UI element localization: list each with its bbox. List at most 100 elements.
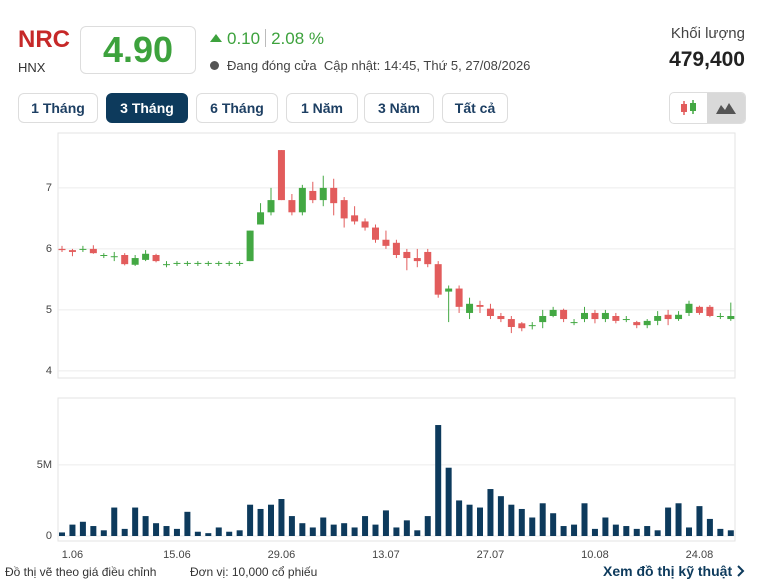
y-tick-label: 0 [46,530,52,542]
volume-bar [372,524,379,536]
volume-bar [623,526,630,536]
candle-body [392,242,400,255]
candle-body [183,262,191,264]
volume-bar [330,524,337,536]
candle-body [100,255,108,256]
active-bg [707,93,745,123]
candle-body [591,312,599,320]
candle-body [466,303,474,313]
candle-body [455,288,463,307]
status-text: Đang đóng cửa [227,58,317,73]
volume-bar [644,526,651,536]
range-tab[interactable]: Tất cả [442,93,508,123]
volume-bar [591,528,598,536]
volume-bar [278,499,285,536]
volume-bar [341,523,348,536]
x-tick-label: 29.06 [268,549,296,561]
chevron [737,565,745,577]
volume-bar [550,513,557,536]
candle-body [633,322,641,326]
candle-body [68,250,76,252]
candle-body [340,200,348,219]
up-arrow [210,34,222,42]
x-tick-label: 27.07 [477,549,505,561]
volume-bar [466,504,473,536]
volume-bar [142,516,149,536]
volume-bar [320,517,327,536]
candle-body [549,309,557,316]
candle-body [654,316,662,321]
candle-body [445,288,453,292]
volume-bar [226,531,233,536]
candle-body [246,230,254,262]
x-tick-label: 15.06 [163,549,191,561]
technical-chart-link[interactable]: Xem đồ thị kỹ thuật [603,563,745,579]
candle-body [434,264,442,295]
candle-body [675,314,683,320]
volume-bar [675,503,682,536]
status: Đang đóng cửa Cập nhật: 14:45, Thứ 5, 27… [210,58,530,73]
y-tick-label: 5M [37,459,52,471]
volume-bar [727,530,734,536]
volume-bar [153,523,160,536]
footer-unit: Đơn vị: 10,000 cổ phiếu [190,565,318,579]
candle-body [622,319,630,321]
candle-body [560,309,568,320]
candle-body [539,316,547,323]
candle-body [110,256,118,258]
volume-bar [602,517,609,536]
volume-bar [215,527,222,536]
candle-body [685,303,693,313]
candle-body [570,322,578,324]
chart: 4 5 6 7 0 5M 1.06 15.06 29.06 13.07 27.07 10.08 24.0… [37,132,736,561]
range-tab[interactable]: 3 Năm [364,93,434,123]
updated: Cập nhật: 14:45, Thứ 5, 27/08/2026 [323,58,531,73]
candle-body [727,316,735,320]
candle-body [601,312,609,320]
volume-bar [268,504,274,536]
candle-body [225,262,233,264]
x-tick-label: 24.08 [686,549,714,561]
volume-bar [247,504,254,536]
icon-candle [690,103,696,111]
candle-body [497,316,505,320]
candle-body [581,312,588,320]
y-tick-label: 7 [46,182,52,194]
volume-bar [351,527,358,536]
candle-body [142,253,150,260]
range-tab[interactable]: 6 Tháng [196,93,278,123]
candle-body [267,200,275,213]
candle-body [382,239,390,246]
volume-bar [539,503,546,536]
volume-bar [111,507,118,536]
candle-body [664,314,672,320]
x-tick-label: 1.06 [62,549,83,561]
candle-body [507,319,515,327]
volume-bar [132,507,139,536]
range-tab[interactable]: 1 Năm [286,93,358,123]
candle-body [173,262,181,264]
range-tab[interactable]: 1 Tháng [18,93,98,123]
candle-body [643,320,651,326]
volume-label: Khối lượng [670,25,745,42]
candle-body [706,306,714,316]
candle-body [330,187,338,204]
volume-bar [706,518,713,536]
volume-bar [414,530,421,536]
candle-body [309,190,317,201]
candle-body [612,316,620,321]
candle-body [716,316,724,317]
volume-bar [696,506,703,536]
candle-body [413,258,421,262]
candle-body [236,262,244,264]
chart-type-switch[interactable] [669,92,746,124]
chart-type-icons [681,93,745,123]
candle-body [486,308,494,316]
volume-bar [309,527,316,536]
candle-body [424,251,432,265]
x-tick-label: 13.07 [372,549,400,561]
icon-area [716,103,736,114]
link-text: Xem đồ thị kỹ thuật [602,563,733,579]
range-tab[interactable]: 3 Tháng [106,93,188,123]
